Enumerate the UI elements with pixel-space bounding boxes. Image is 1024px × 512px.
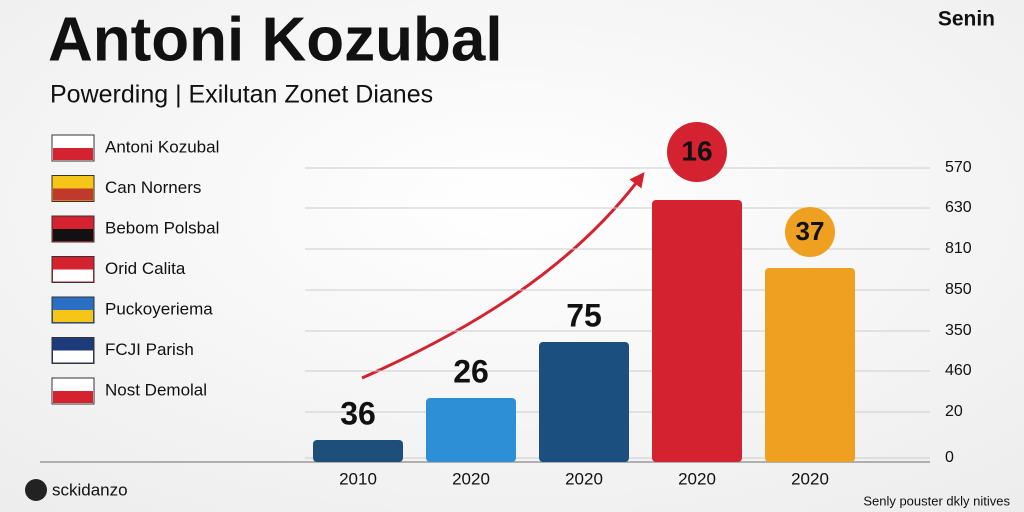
badge xyxy=(785,207,835,257)
bar-label: 37 xyxy=(796,216,825,246)
bar xyxy=(765,268,855,462)
bar-year: 2020 xyxy=(565,469,603,488)
tick-label: 810 xyxy=(945,240,972,257)
legend-label: Puckoyeriema xyxy=(105,299,213,318)
brand-icon xyxy=(25,479,47,501)
corner-label: Senin xyxy=(938,8,995,31)
legend-flag-band xyxy=(53,188,93,201)
bar-label: 16 xyxy=(681,135,712,166)
subtitle: Powerding | Exilutan Zonet Dianes xyxy=(50,81,433,109)
bar-label: 36 xyxy=(340,395,376,431)
legend-flag-band xyxy=(53,310,93,322)
brand: sckidanzo xyxy=(25,479,128,501)
tick-label: 20 xyxy=(945,403,963,420)
legend-flag-band xyxy=(53,148,93,160)
legend-flag-band xyxy=(53,229,93,241)
tick-label: 460 xyxy=(945,362,972,379)
legend-flag-band xyxy=(53,391,93,403)
bar-year: 2020 xyxy=(678,469,716,488)
legend-label: Bebom Polsbal xyxy=(105,218,219,237)
legend-label: Nost Demolal xyxy=(105,380,207,399)
title: Antoni Kozubal xyxy=(48,5,503,74)
legend-label: Antoni Kozubal xyxy=(105,137,219,156)
legend-label: FCJI Parish xyxy=(105,340,194,359)
legend-label: Orid Calita xyxy=(105,259,186,278)
bar xyxy=(426,398,516,462)
tick-label: 850 xyxy=(945,281,972,298)
bar-year: 2010 xyxy=(339,469,377,488)
bar-label: 26 xyxy=(453,353,489,389)
brand-name: sckidanzo xyxy=(52,480,128,499)
tick-label: 0 xyxy=(945,449,954,466)
legend-label: Can Norners xyxy=(105,178,201,197)
tick-label: 570 xyxy=(945,159,972,176)
trend-arrow xyxy=(361,172,645,380)
bar xyxy=(539,342,629,462)
tick-label: 350 xyxy=(945,322,972,339)
bar xyxy=(652,200,742,462)
bar xyxy=(313,440,403,462)
tick-label: 630 xyxy=(945,199,972,216)
legend-flag-band xyxy=(53,269,93,282)
legend-flag-band xyxy=(53,350,93,363)
bar-year: 2020 xyxy=(791,469,829,488)
bar-label: 75 xyxy=(566,297,602,333)
bar-year: 2020 xyxy=(452,469,490,488)
badge xyxy=(667,122,727,182)
footnote: Senly pouster dkly nitives xyxy=(863,493,1010,508)
